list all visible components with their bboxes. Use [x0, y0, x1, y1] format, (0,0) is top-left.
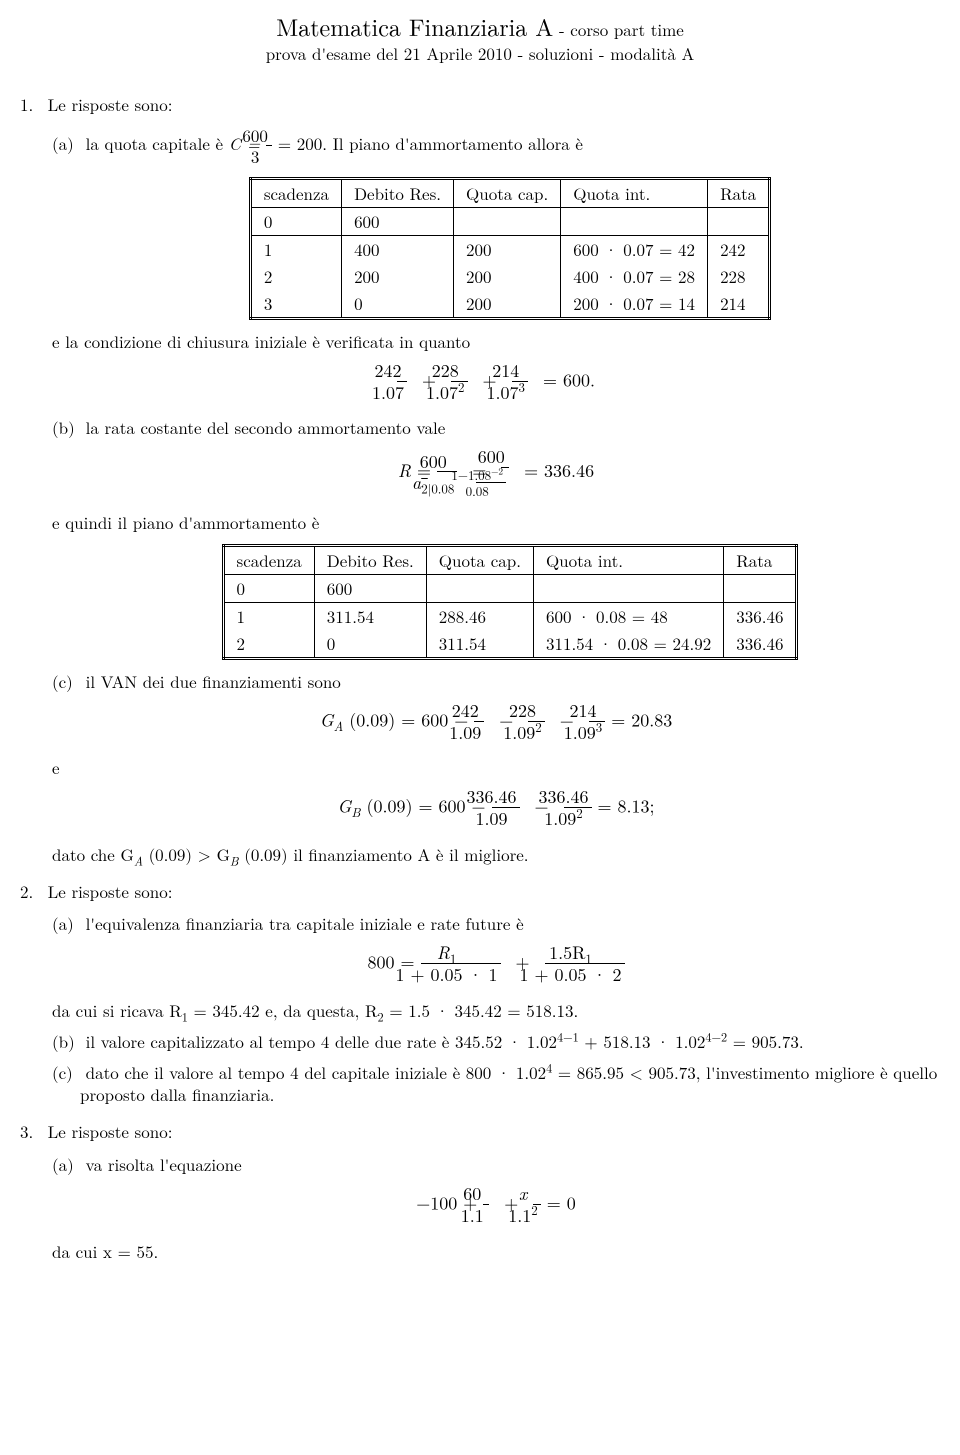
q3a-equation: −100 + 601.1 + x1.12 = 0	[80, 1184, 940, 1227]
q2a-label: (a)	[52, 912, 80, 935]
q3a: (a) va risolta l'equazione −100 + 601.1 …	[52, 1153, 940, 1262]
q1a-cond: e la condizione di chiusura iniziale è v…	[80, 330, 940, 353]
page-header: Matematica Finanziaria A - corso part ti…	[20, 10, 940, 65]
q1c-text: il VAN dei due finanziamenti sono	[86, 669, 341, 693]
q1a: (a) la quota capitale è C = 6003 = 200. …	[52, 126, 940, 404]
title-main: Matematica Finanziaria A	[276, 9, 553, 43]
q2-lead: Le risposte sono:	[48, 879, 173, 903]
title-suffix: - corso part time	[553, 17, 684, 41]
q2b: (b) il valore capitalizzato al tempo 4 d…	[52, 1030, 940, 1053]
q1c-e: e	[80, 756, 940, 779]
q3a-label: (a)	[52, 1153, 80, 1176]
q2-number: 2.	[20, 880, 42, 903]
question-3: 3. Le risposte sono: (a) va risolta l'eq…	[20, 1120, 940, 1262]
q2c-label: (c)	[52, 1061, 80, 1084]
q2b-label: (b)	[52, 1030, 80, 1053]
q1c-GB: GB (0.09) = 600 − 336.461.09 − 336.461.0…	[80, 787, 940, 830]
q2c: (c) dato che il valore al tempo 4 del ca…	[52, 1061, 940, 1107]
q1a-equation: 2421.07 + 2281.072 + 2141.073 = 600.	[80, 361, 940, 404]
q2a-conclusion: da cui si ricava R1 = 345.42 e, da quest…	[80, 999, 940, 1022]
q1c-label: (c)	[52, 670, 80, 693]
q1-lead: Le risposte sono:	[48, 92, 173, 116]
q1b-table: scadenza Debito Res. Quota cap. Quota in…	[222, 544, 799, 660]
q3a-conclusion: da cui x = 55.	[80, 1240, 940, 1263]
q1c-GA: GA (0.09) = 600 − 2421.09 − 2281.092 − 2…	[80, 701, 940, 744]
q1a-frac: 6003	[266, 126, 272, 167]
q1a-table: scadenza Debito Res. Quota cap. Quota in…	[249, 177, 771, 320]
q1-number: 1.	[20, 93, 42, 116]
q3a-text: va risolta l'equazione	[86, 1152, 242, 1176]
q1c-conclusion: dato che GA (0.09) > GB (0.09) il finanz…	[80, 843, 940, 866]
q3-number: 3.	[20, 1120, 42, 1143]
q2a: (a) l'equivalenza finanziaria tra capita…	[52, 912, 940, 1021]
q1a-text1: la quota capitale è	[86, 131, 229, 155]
q1b-label: (b)	[52, 416, 80, 439]
question-2: 2. Le risposte sono: (a) l'equivalenza f…	[20, 880, 940, 1107]
subtitle: prova d'esame del 21 Aprile 2010 - soluz…	[266, 41, 695, 65]
q1a-eq: = 200. Il piano d'ammortamento allora è	[278, 131, 583, 155]
q2a-equation: 800 = R11 + 0.05 · 1 + 1.5R11 + 0.05 · 2	[80, 943, 940, 986]
q1b: (b) la rata costante del secondo ammorta…	[52, 416, 940, 660]
q1b-equation: R = 600a2|0.08 = 6001−1.08−20.08 = 336.4…	[80, 447, 940, 499]
q3-lead: Le risposte sono:	[48, 1119, 173, 1143]
q1b-text: la rata costante del secondo ammortament…	[86, 415, 446, 439]
q1a-label: (a)	[52, 132, 80, 155]
q1b-cond: e quindi il piano d'ammortamento è	[80, 511, 940, 534]
question-1: 1. Le risposte sono: (a) la quota capita…	[20, 93, 940, 865]
q1c: (c) il VAN dei due finanziamenti sono GA…	[52, 670, 940, 865]
q2a-text: l'equivalenza finanziaria tra capitale i…	[86, 911, 524, 935]
